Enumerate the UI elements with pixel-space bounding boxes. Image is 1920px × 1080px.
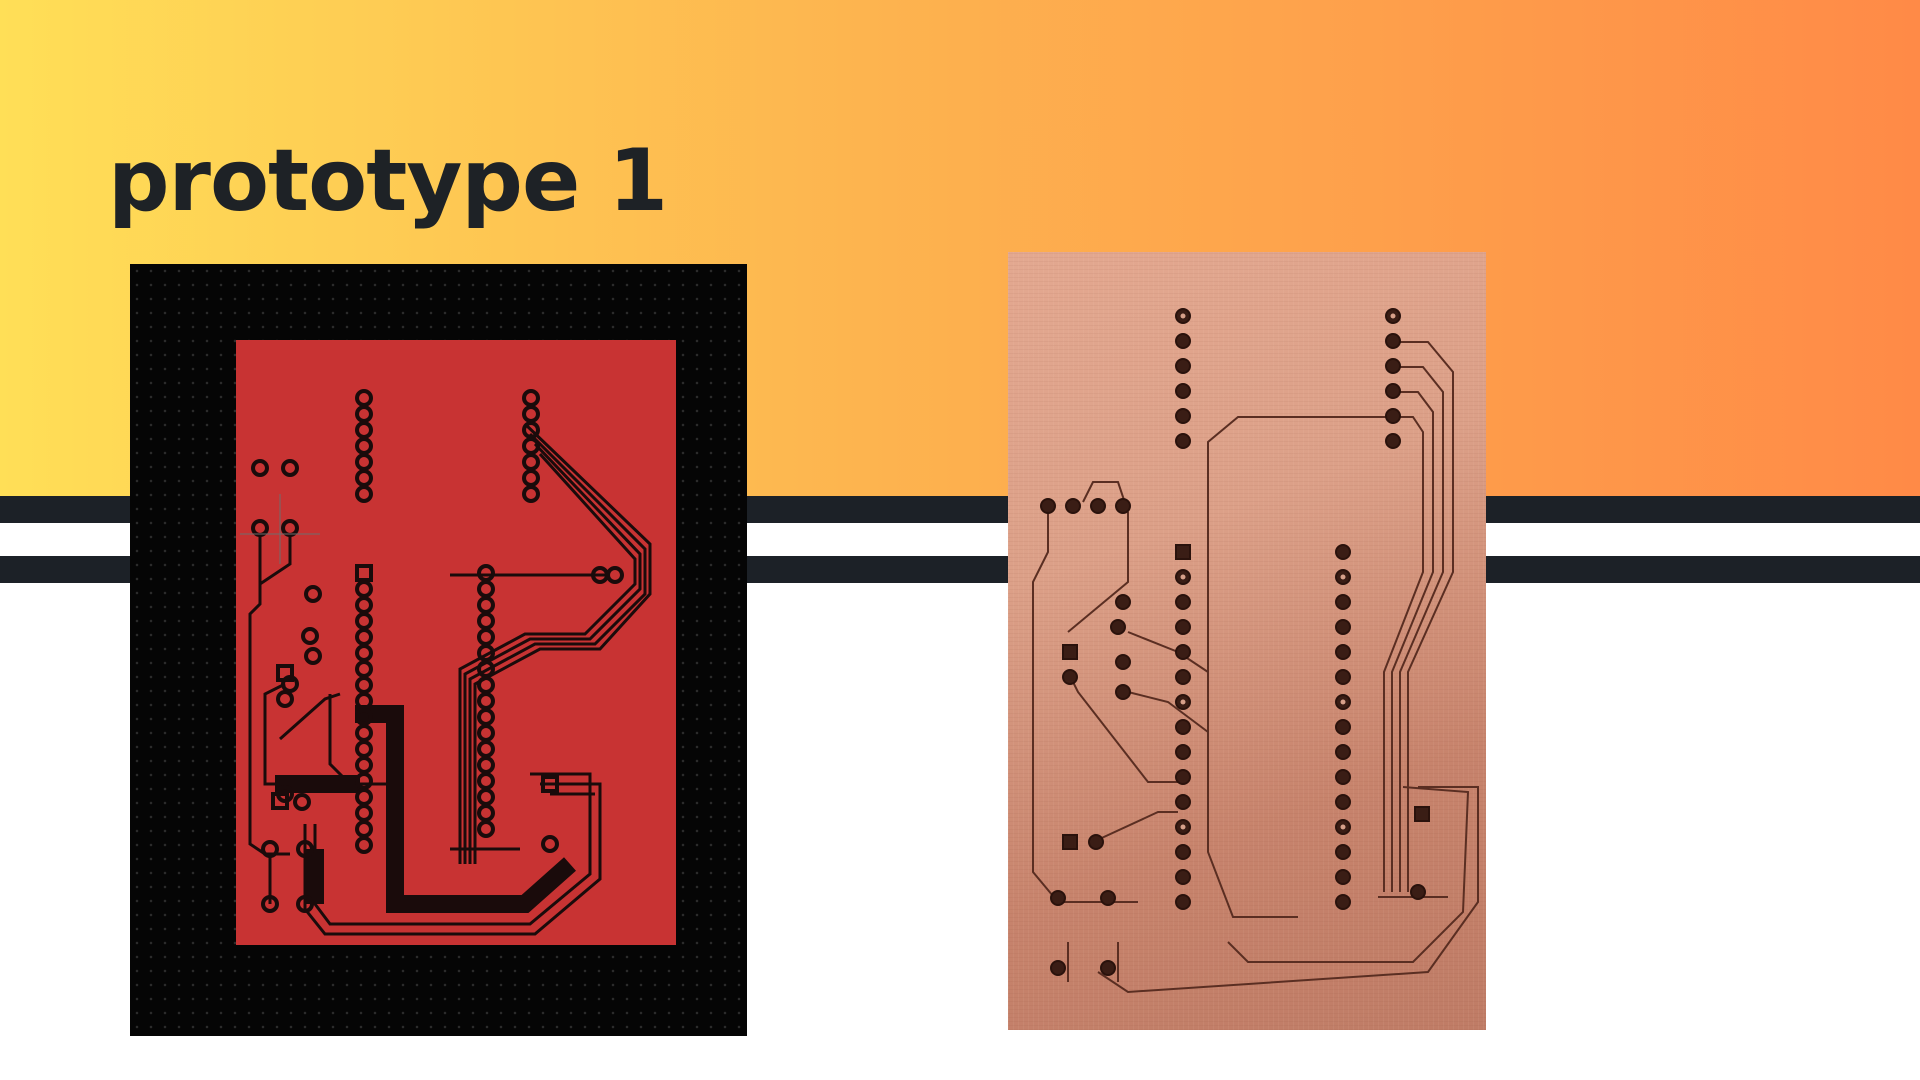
pcb-layout-image	[130, 264, 747, 1036]
slide-title: prototype 1	[108, 131, 668, 231]
pcb-layout-drawing	[236, 340, 676, 945]
etched-board-drawing	[1032, 308, 1479, 994]
etched-board-photo	[1008, 252, 1486, 1030]
